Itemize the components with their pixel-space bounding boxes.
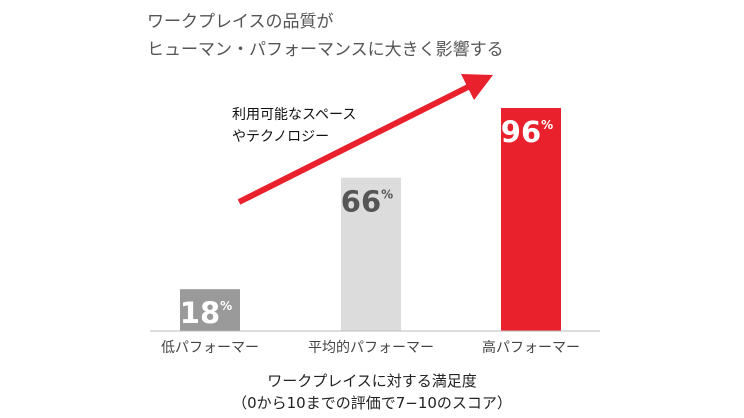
arrow-annotation-line2: やテクノロジー <box>232 129 329 145</box>
bars-group: 18% 66% 96% <box>180 108 561 331</box>
bar-1 <box>180 289 240 331</box>
bar-value-label-2: 66% <box>341 185 393 219</box>
chart-title: ワークプレイスの品質が ヒューマン・パフォーマンスに大きく影響する <box>147 8 504 64</box>
x-axis-caption: ワークプレイスに対する満足度 （0から10までの評価で7−10のスコア） <box>0 370 744 414</box>
bar-3 <box>501 108 561 331</box>
bar-2 <box>341 177 401 331</box>
category-label-3: 高パフォーマー <box>482 339 580 356</box>
chart-title-line2: ヒューマン・パフォーマンスに大きく影響する <box>147 40 504 60</box>
bar-value-label-3: 96% <box>501 115 553 149</box>
x-axis-caption-line1: ワークプレイスに対する満足度 <box>267 372 477 390</box>
category-label-2: 平均的パフォーマー <box>308 340 434 356</box>
chart-title-line1: ワークプレイスの品質が <box>147 12 334 32</box>
category-labels: 低パフォーマー 平均的パフォーマー 高パフォーマー <box>161 339 580 356</box>
x-axis-caption-line2: （0から10までの評価で7−10のスコア） <box>232 394 512 412</box>
category-label-1: 低パフォーマー <box>161 340 259 356</box>
arrow-annotation-line1: 利用可能なスペース <box>232 107 356 123</box>
growth-arrow-head <box>461 74 493 100</box>
bar-value-label-1: 18% <box>180 296 232 330</box>
growth-arrow-shaft <box>237 83 472 205</box>
growth-arrow <box>237 74 493 205</box>
